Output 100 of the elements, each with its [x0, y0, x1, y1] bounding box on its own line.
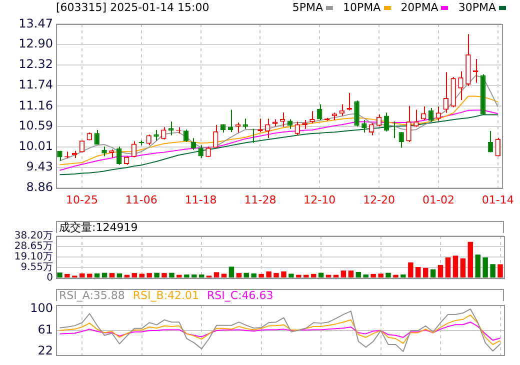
candlestick [414, 109, 419, 128]
bar [184, 274, 190, 278]
bar [318, 272, 324, 278]
candlestick [317, 104, 322, 121]
bar [393, 274, 398, 278]
bar [221, 274, 227, 278]
candlestick [242, 118, 248, 130]
bar [408, 262, 414, 278]
candlestick [362, 120, 367, 133]
bar [281, 271, 286, 278]
bar [288, 274, 294, 278]
candlestick [161, 126, 166, 140]
candlestick [294, 121, 300, 136]
candlestick [398, 132, 404, 148]
y-tick-label: 22 [38, 344, 53, 358]
candlestick [235, 122, 241, 133]
x-tick-label: 11-06 [125, 193, 158, 206]
x-tick-label: 01-02 [422, 193, 454, 206]
bar [460, 258, 466, 278]
candlestick [102, 146, 107, 157]
candlestick [183, 129, 189, 143]
candlestick [168, 120, 174, 136]
bar [198, 274, 204, 278]
candlestick [354, 100, 360, 127]
bar [430, 269, 436, 278]
text: RSI_B:42.01 [132, 289, 200, 302]
candlestick [428, 107, 434, 122]
bar [244, 272, 250, 278]
legend-label: 10PMA [343, 1, 381, 15]
y-tick-label: 12.90 [18, 36, 53, 51]
candlestick [280, 112, 286, 128]
bar [228, 266, 234, 278]
bar [475, 254, 480, 278]
bar [176, 274, 182, 278]
x-tick-label: 10-25 [66, 193, 98, 206]
text: RSI_C:46.63 [207, 289, 274, 302]
bar [146, 273, 152, 278]
bar [64, 274, 70, 278]
bar [482, 257, 488, 278]
bar [86, 274, 92, 278]
legend-label: 5PMA [292, 1, 324, 15]
bar [468, 242, 474, 278]
bar [356, 272, 362, 278]
bar [236, 273, 242, 278]
bar [498, 264, 503, 278]
y-tick-label: 38.20万 [14, 230, 53, 242]
x-tick-label: 11-18 [184, 193, 217, 206]
text: 成交量:124919 [59, 221, 138, 234]
bar [139, 274, 144, 278]
bar [116, 273, 122, 278]
candlestick [154, 129, 159, 142]
candlestick [406, 105, 412, 143]
x-tick-label: 11-28 [244, 193, 276, 206]
bar [452, 256, 458, 278]
bar [348, 270, 354, 278]
candlestick [421, 106, 426, 121]
x-tick-label: 01-14 [482, 193, 514, 206]
candlestick [287, 118, 293, 130]
bar [154, 272, 160, 278]
y-tick-label: 19.10万 [14, 252, 53, 263]
candlestick [116, 146, 122, 166]
y-tick-label: 0 [46, 272, 53, 284]
y-tick-label: 61 [38, 322, 53, 336]
y-tick-label: 12.32 [18, 57, 53, 72]
bar [251, 273, 256, 278]
bar [416, 267, 421, 278]
chart-title: [603315] 2025-01-14 15:00 [56, 1, 210, 15]
legend-label: RSI_A:35.88 [59, 289, 125, 302]
bar [445, 257, 451, 278]
bar [400, 274, 406, 278]
y-tick-label: 13.47 [18, 16, 53, 30]
bar [132, 273, 138, 278]
bar [162, 273, 167, 278]
bar [214, 272, 220, 278]
y-tick-label: 10.01 [18, 139, 53, 154]
y-tick-label: 10.59 [18, 118, 53, 133]
candlestick [443, 72, 448, 114]
y-tick-label: 11.16 [18, 98, 53, 112]
bar [378, 274, 384, 278]
bar [274, 273, 279, 278]
bar [340, 270, 346, 278]
bar [363, 274, 368, 278]
y-tick-label: 11.74 [18, 78, 53, 92]
y-tick-label: 8.86 [26, 180, 53, 194]
bar [490, 264, 496, 278]
y-tick-label: 28.65万 [14, 241, 53, 252]
candlestick [488, 130, 494, 153]
candlestick [458, 70, 464, 101]
bar [94, 273, 100, 278]
bar [310, 274, 316, 278]
bar [109, 273, 115, 278]
candlestick [94, 129, 100, 146]
bar [296, 274, 302, 278]
y-tick-label: 9.55万 [20, 262, 53, 274]
candlestick [213, 124, 218, 148]
x-tick-label: 12-20 [363, 193, 396, 206]
bar [102, 272, 108, 278]
bar [80, 273, 85, 278]
bar [422, 268, 428, 278]
y-tick-label: 9.43 [26, 160, 53, 174]
